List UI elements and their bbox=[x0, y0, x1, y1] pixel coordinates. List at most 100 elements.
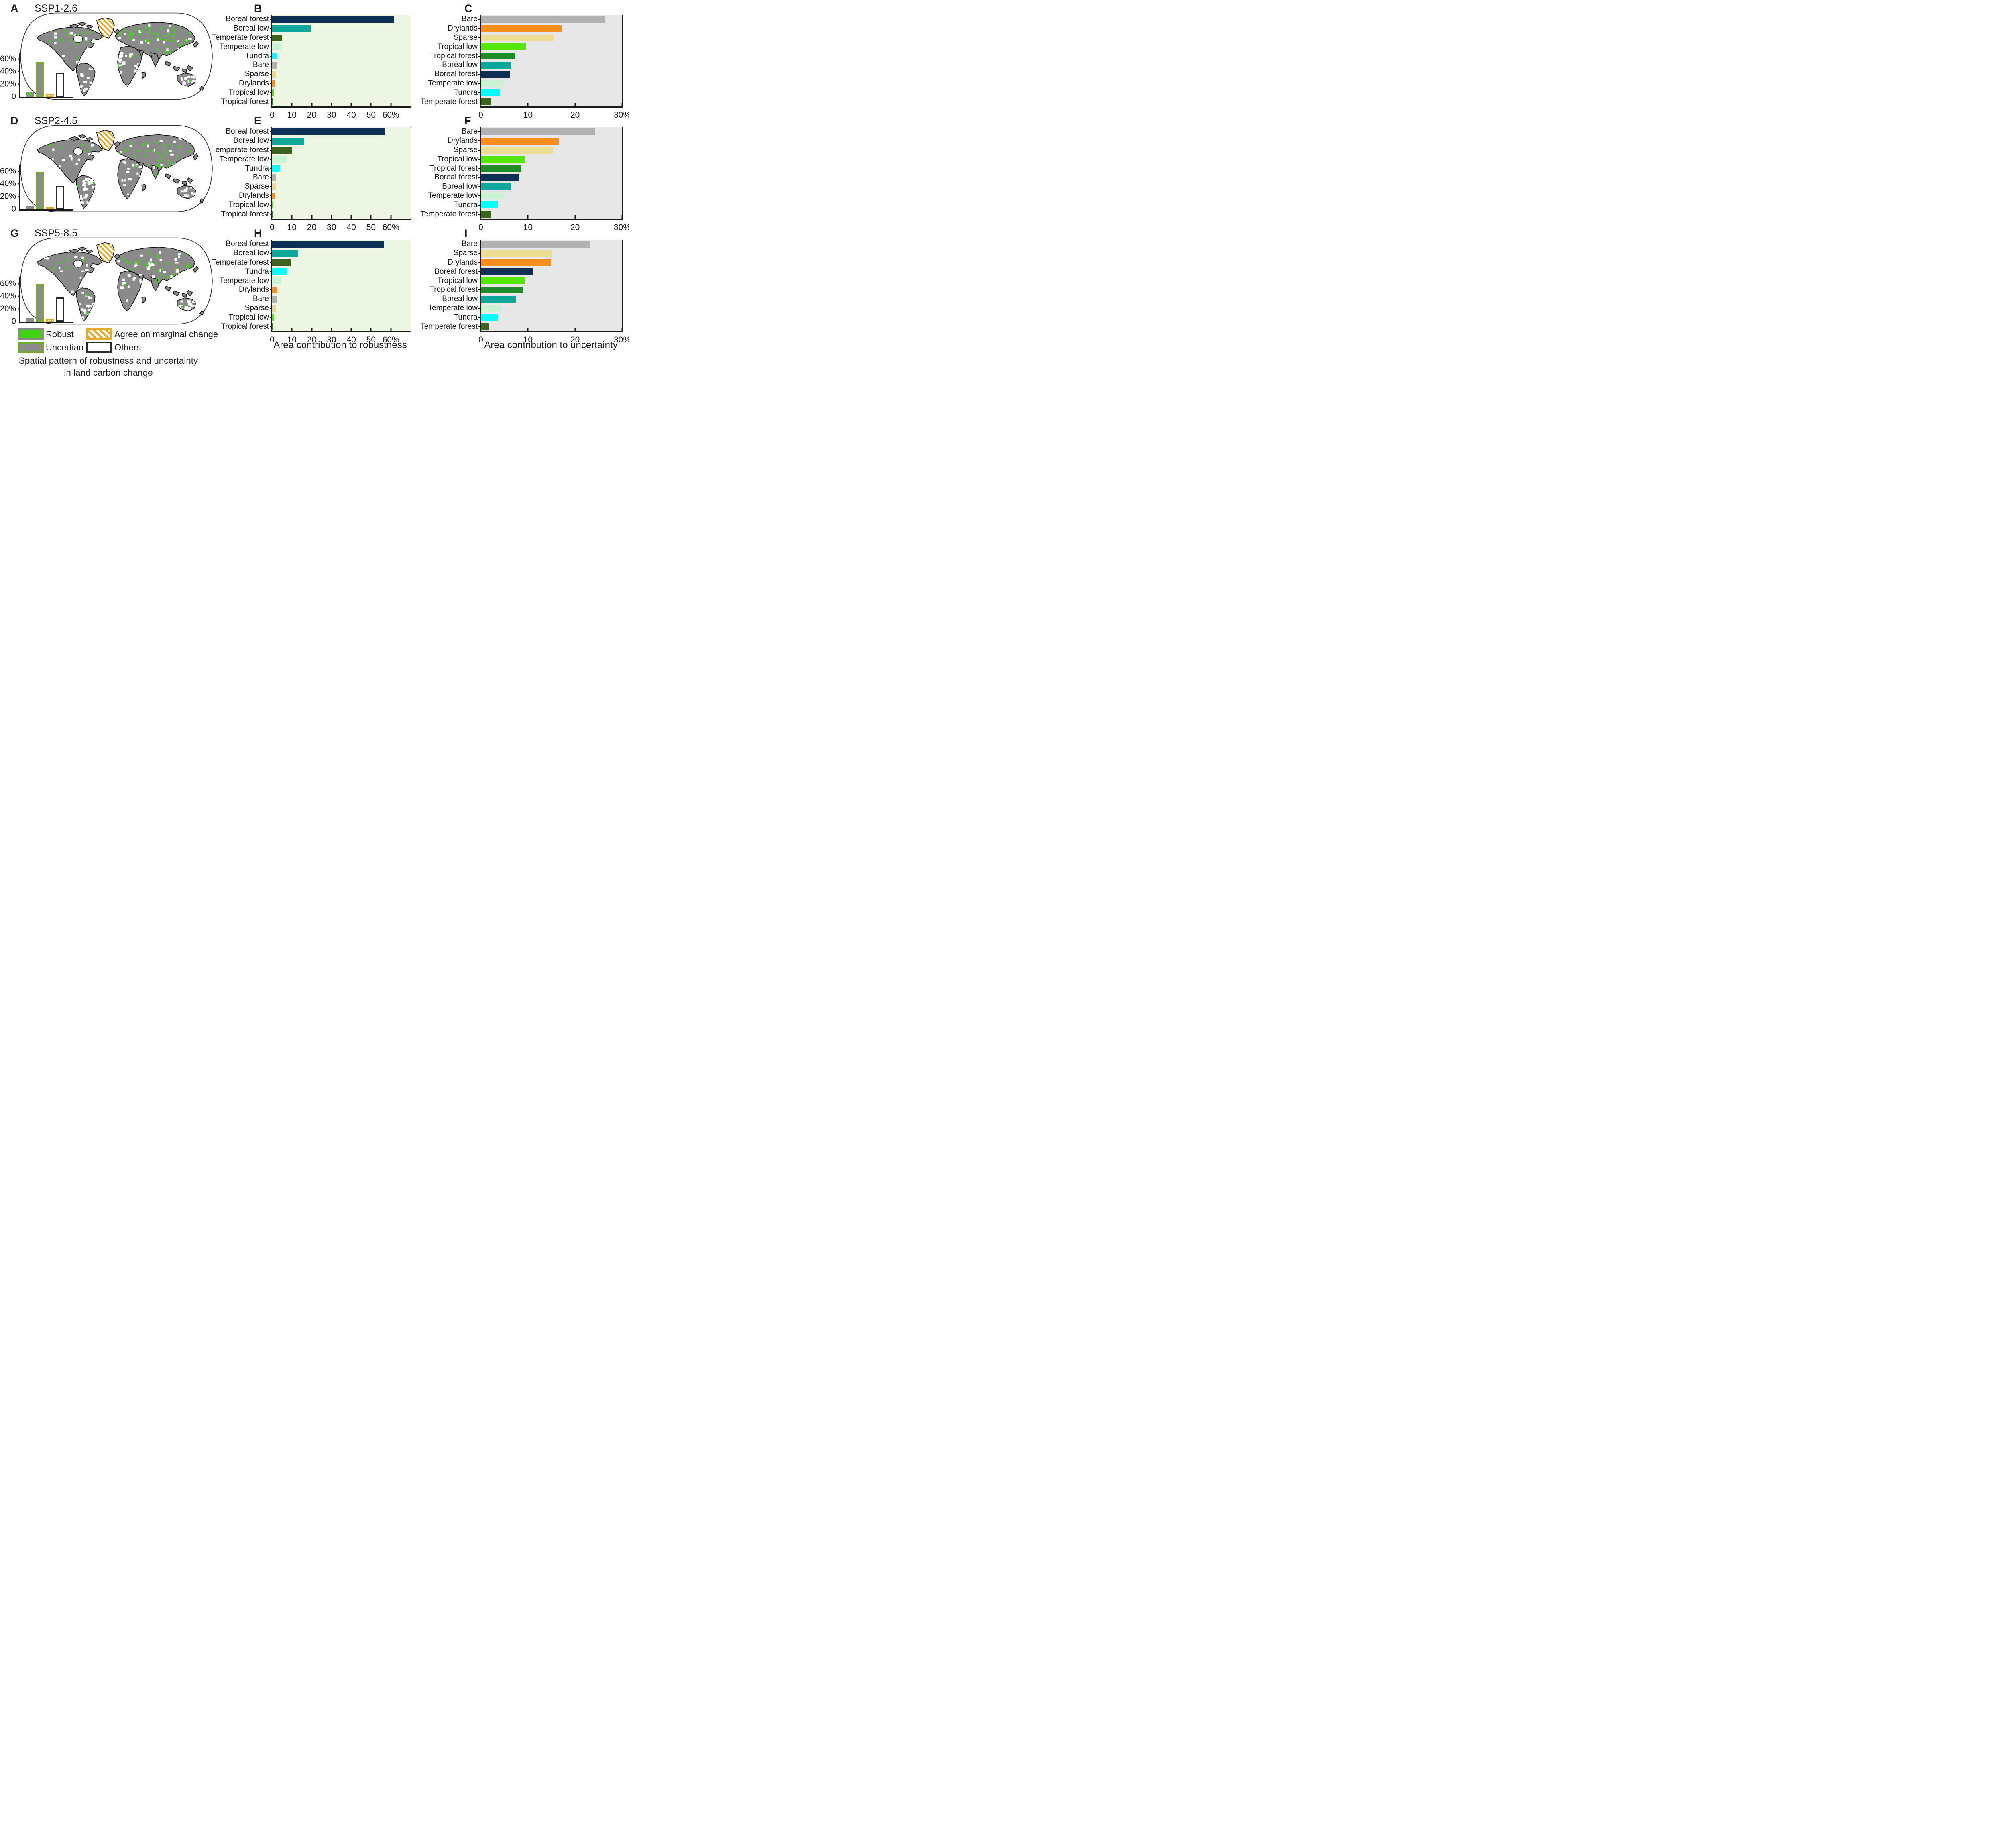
y-tick-mark bbox=[270, 159, 272, 160]
y-tick-mark bbox=[478, 195, 481, 196]
bar-temperate-forest bbox=[481, 211, 491, 218]
x-tick-mark bbox=[621, 103, 623, 106]
inset-y-tick-mark bbox=[18, 308, 20, 310]
y-tick-mark bbox=[478, 140, 481, 142]
bar-tropical-low bbox=[272, 89, 274, 96]
x-tick-label: 10 bbox=[287, 223, 297, 232]
bar-boreal-forest bbox=[481, 174, 519, 181]
y-tick-mark bbox=[270, 55, 272, 57]
category-label: Tundra bbox=[454, 200, 478, 209]
figure-row-ssp585: G SSP5-8.5 0 20% 40% 60% H Boreal forest Bor… bbox=[0, 225, 629, 344]
inset-bar-others bbox=[56, 186, 64, 209]
bar-boreal-forest bbox=[272, 240, 384, 248]
x-tick-mark bbox=[527, 328, 529, 331]
y-tick-mark bbox=[270, 150, 272, 151]
y-tick-mark bbox=[478, 262, 481, 263]
y-tick-mark bbox=[270, 131, 272, 132]
bar-sparse bbox=[272, 305, 276, 312]
inset-bar-others bbox=[56, 297, 64, 322]
inset-y-tick-mark bbox=[18, 58, 20, 60]
x-tick-mark bbox=[574, 215, 576, 219]
category-label: Temperate low bbox=[219, 276, 269, 285]
category-label: Tropical low bbox=[437, 276, 478, 285]
panel-letter-i: I bbox=[464, 227, 468, 239]
figure-caption: Spatial pattern of robustness and uncert… bbox=[4, 355, 213, 379]
y-tick-mark bbox=[270, 19, 272, 20]
y-tick-mark bbox=[478, 150, 481, 151]
x-tick-mark bbox=[527, 103, 529, 106]
category-label: Drylands bbox=[448, 136, 478, 145]
y-tick-mark bbox=[478, 28, 481, 29]
x-tick-mark bbox=[311, 215, 313, 219]
x-tick-mark bbox=[291, 328, 293, 331]
x-tick-mark bbox=[527, 215, 529, 219]
x-tick-mark bbox=[621, 328, 623, 331]
scenario-title-ssp585: SSP5-8.5 bbox=[35, 228, 78, 239]
bar-boreal-low bbox=[272, 250, 299, 257]
x-tick-label: 10 bbox=[523, 335, 533, 344]
y-tick-mark bbox=[270, 308, 272, 309]
x-tick-label: 0 bbox=[478, 335, 483, 344]
y-tick-mark bbox=[478, 131, 481, 132]
y-tick-mark bbox=[270, 83, 272, 84]
y-tick-mark bbox=[270, 92, 272, 93]
x-tick-label: 20 bbox=[570, 335, 580, 344]
category-label: Temperate forest bbox=[420, 322, 478, 331]
category-label: Sparse bbox=[453, 249, 478, 258]
bar-tropical-forest bbox=[272, 98, 273, 106]
legend-label-robust: Robust bbox=[46, 329, 74, 339]
x-tick-label: 40 bbox=[346, 335, 356, 344]
y-tick-mark bbox=[478, 37, 481, 38]
x-tick-label: 50 bbox=[366, 223, 376, 232]
xaxis-title-robustness: Area contribution to robustness bbox=[273, 340, 407, 350]
x-tick-label: 30 bbox=[327, 335, 336, 344]
x-tick-label: 0 bbox=[270, 110, 275, 120]
inset-y-tick-label: 60% bbox=[0, 279, 16, 288]
hudson-bay bbox=[73, 35, 83, 43]
category-label: Tundra bbox=[454, 88, 478, 97]
category-label: Drylands bbox=[448, 24, 478, 33]
category-label: Boreal low bbox=[233, 24, 269, 33]
x-tick-mark bbox=[370, 103, 372, 106]
x-tick-mark bbox=[350, 328, 352, 331]
bar-temperate-forest bbox=[272, 259, 291, 266]
inset-bar-robust bbox=[26, 206, 34, 209]
x-tick-mark bbox=[331, 103, 332, 106]
greenland-marginal-change bbox=[96, 130, 115, 151]
y-tick-mark bbox=[478, 204, 481, 206]
bar-bare bbox=[272, 295, 277, 303]
category-label: Tropical low bbox=[437, 42, 478, 51]
category-label: Boreal forest bbox=[434, 267, 478, 276]
figure-row-ssp245: D SSP2-4.5 0 20% 40% 60% E Boreal forest Bor… bbox=[0, 112, 629, 232]
bar-bare bbox=[272, 61, 277, 69]
x-tick-mark bbox=[291, 103, 293, 106]
bar-drylands bbox=[272, 192, 275, 199]
bar-temperate-low bbox=[481, 305, 501, 312]
bar-tundra bbox=[272, 53, 277, 60]
category-label: Boreal forest bbox=[226, 240, 269, 248]
bar-temperate-low bbox=[272, 156, 287, 163]
x-tick-label: 10 bbox=[287, 110, 297, 120]
x-tick-label: 60% bbox=[382, 110, 399, 120]
category-label: Boreal forest bbox=[434, 70, 478, 79]
legend-swatch-robust bbox=[18, 328, 44, 340]
y-tick-mark bbox=[270, 28, 272, 29]
inset-y-tick-mark bbox=[18, 196, 20, 197]
category-label: Drylands bbox=[239, 285, 269, 294]
category-label: Drylands bbox=[239, 79, 269, 88]
category-label: Temperate forest bbox=[212, 258, 269, 267]
x-tick-label: 30% bbox=[613, 110, 629, 120]
y-tick-mark bbox=[270, 140, 272, 142]
y-tick-mark bbox=[270, 317, 272, 318]
robustness-bar-chart-b: Boreal forest Boreal low Temperate forest T… bbox=[212, 15, 411, 120]
greenland-marginal-change bbox=[96, 242, 115, 263]
y-tick-mark bbox=[478, 74, 481, 75]
y-tick-mark bbox=[270, 253, 272, 254]
inset-y-tick-label: 20% bbox=[0, 304, 16, 313]
inset-y-tick-label: 0 bbox=[11, 204, 16, 214]
category-label: Bare bbox=[252, 61, 269, 69]
xaxis-title-uncertainty: Area contribution to uncertainty bbox=[484, 340, 618, 350]
x-tick-label: 0 bbox=[270, 335, 275, 344]
bar-tropical-low bbox=[272, 201, 273, 209]
x-tick-label: 20 bbox=[570, 110, 580, 120]
